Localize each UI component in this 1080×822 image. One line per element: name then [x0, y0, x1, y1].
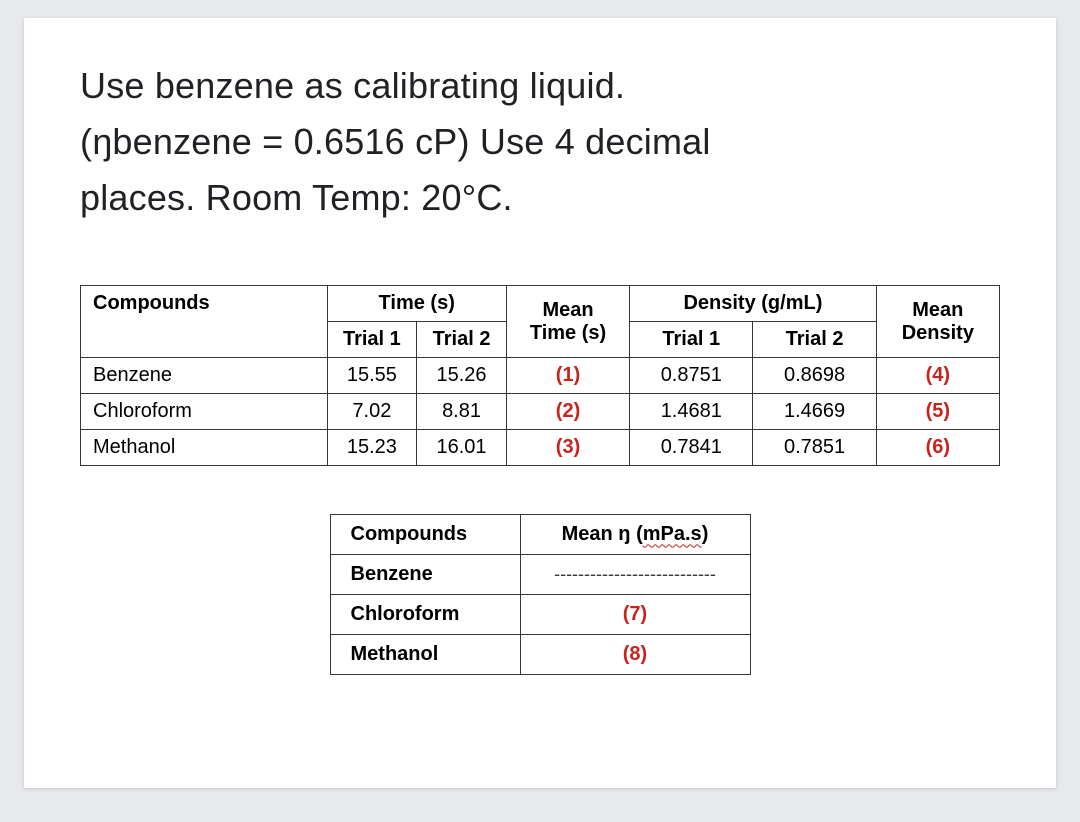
compound-name: Chloroform — [81, 394, 328, 430]
viscosity-table-wrap: Compounds Mean ŋ (mPa.s) Benzene -------… — [80, 514, 1000, 675]
table-header-row-1: Compounds Time (s) Mean Time (s) Density… — [81, 286, 1000, 322]
col-compounds: Compounds — [330, 515, 520, 555]
table-row: Chloroform (7) — [330, 595, 750, 635]
col-mean-time: Mean Time (s) — [506, 286, 629, 358]
compound-name: Methanol — [330, 635, 520, 675]
problem-statement: Use benzene as calibrating liquid. (ŋben… — [80, 58, 1000, 225]
eta-value: --------------------------- — [520, 555, 750, 595]
mean-density-sub: Density — [902, 322, 974, 344]
compound-name: Benzene — [330, 555, 520, 595]
mean-eta-prefix: Mean ŋ ( — [562, 523, 643, 545]
col-density: Density (g/mL) — [630, 286, 877, 322]
table-row: Methanol (8) — [330, 635, 750, 675]
mean-density-answer: (5) — [876, 394, 999, 430]
density-trial2: 0.7851 — [753, 430, 876, 466]
heading-line-1: Use benzene as calibrating liquid. — [80, 58, 1000, 114]
viscosity-table: Compounds Mean ŋ (mPa.s) Benzene -------… — [330, 514, 751, 675]
mean-eta-suffix: ) — [702, 523, 709, 545]
col-time-trial2: Trial 2 — [417, 322, 507, 358]
time-trial2: 15.26 — [417, 358, 507, 394]
density-trial2: 0.8698 — [753, 358, 876, 394]
eta-answer: (7) — [520, 595, 750, 635]
page-card: Use benzene as calibrating liquid. (ŋben… — [24, 18, 1056, 788]
mean-eta-unit: mPa.s — [643, 523, 702, 545]
density-trial1: 1.4681 — [630, 394, 753, 430]
compound-name: Methanol — [81, 430, 328, 466]
col-dens-trial1: Trial 1 — [630, 322, 753, 358]
time-trial1: 15.23 — [327, 430, 417, 466]
col-time-trial1: Trial 1 — [327, 322, 417, 358]
table-row: Benzene --------------------------- — [330, 555, 750, 595]
dash-fill: --------------------------- — [554, 564, 716, 585]
density-trial2: 1.4669 — [753, 394, 876, 430]
time-trial2: 8.81 — [417, 394, 507, 430]
col-time: Time (s) — [327, 286, 506, 322]
col-dens-trial2: Trial 2 — [753, 322, 876, 358]
mean-density-answer: (4) — [876, 358, 999, 394]
col-mean-eta: Mean ŋ (mPa.s) — [520, 515, 750, 555]
mean-density-label: Mean — [912, 299, 963, 321]
time-trial1: 15.55 — [327, 358, 417, 394]
data-table-main: Compounds Time (s) Mean Time (s) Density… — [80, 285, 1000, 466]
density-trial1: 0.8751 — [630, 358, 753, 394]
heading-line-2: (ŋbenzene = 0.6516 cP) Use 4 decimal — [80, 114, 1000, 170]
time-trial2: 16.01 — [417, 430, 507, 466]
mean-time-answer: (3) — [506, 430, 629, 466]
table-header-row: Compounds Mean ŋ (mPa.s) — [330, 515, 750, 555]
eta-answer: (8) — [520, 635, 750, 675]
mean-time-answer: (2) — [506, 394, 629, 430]
compound-name: Benzene — [81, 358, 328, 394]
table-row: Methanol 15.23 16.01 (3) 0.7841 0.7851 (… — [81, 430, 1000, 466]
mean-time-answer: (1) — [506, 358, 629, 394]
col-mean-density: Mean Density — [876, 286, 999, 358]
table-row: Benzene 15.55 15.26 (1) 0.8751 0.8698 (4… — [81, 358, 1000, 394]
heading-line-3: places. Room Temp: 20°C. — [80, 170, 1000, 226]
mean-time-sub: Time (s) — [530, 322, 606, 344]
density-trial1: 0.7841 — [630, 430, 753, 466]
mean-density-answer: (6) — [876, 430, 999, 466]
mean-label: Mean — [542, 299, 593, 321]
time-trial1: 7.02 — [327, 394, 417, 430]
compound-name: Chloroform — [330, 595, 520, 635]
col-compounds: Compounds — [81, 286, 328, 358]
table-row: Chloroform 7.02 8.81 (2) 1.4681 1.4669 (… — [81, 394, 1000, 430]
